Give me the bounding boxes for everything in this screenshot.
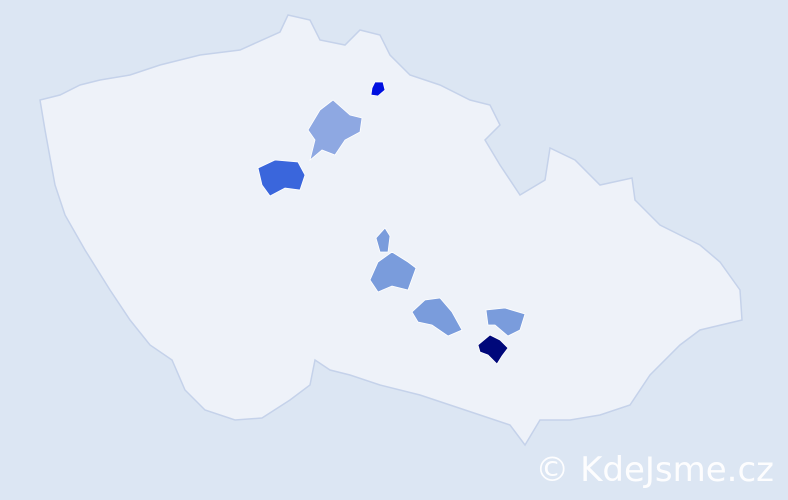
district-north-small[interactable] [370, 81, 386, 97]
district-central-west[interactable] [257, 159, 306, 197]
district-south-central[interactable] [411, 297, 463, 337]
district-south-east-dark[interactable] [477, 334, 509, 365]
district-central[interactable] [369, 251, 417, 293]
watermark: © KdeJsme.cz [535, 450, 774, 490]
country-outline [39, 14, 743, 447]
district-south-east[interactable] [485, 307, 526, 337]
district-central-small[interactable] [375, 227, 391, 253]
district-north-central[interactable] [307, 99, 363, 162]
